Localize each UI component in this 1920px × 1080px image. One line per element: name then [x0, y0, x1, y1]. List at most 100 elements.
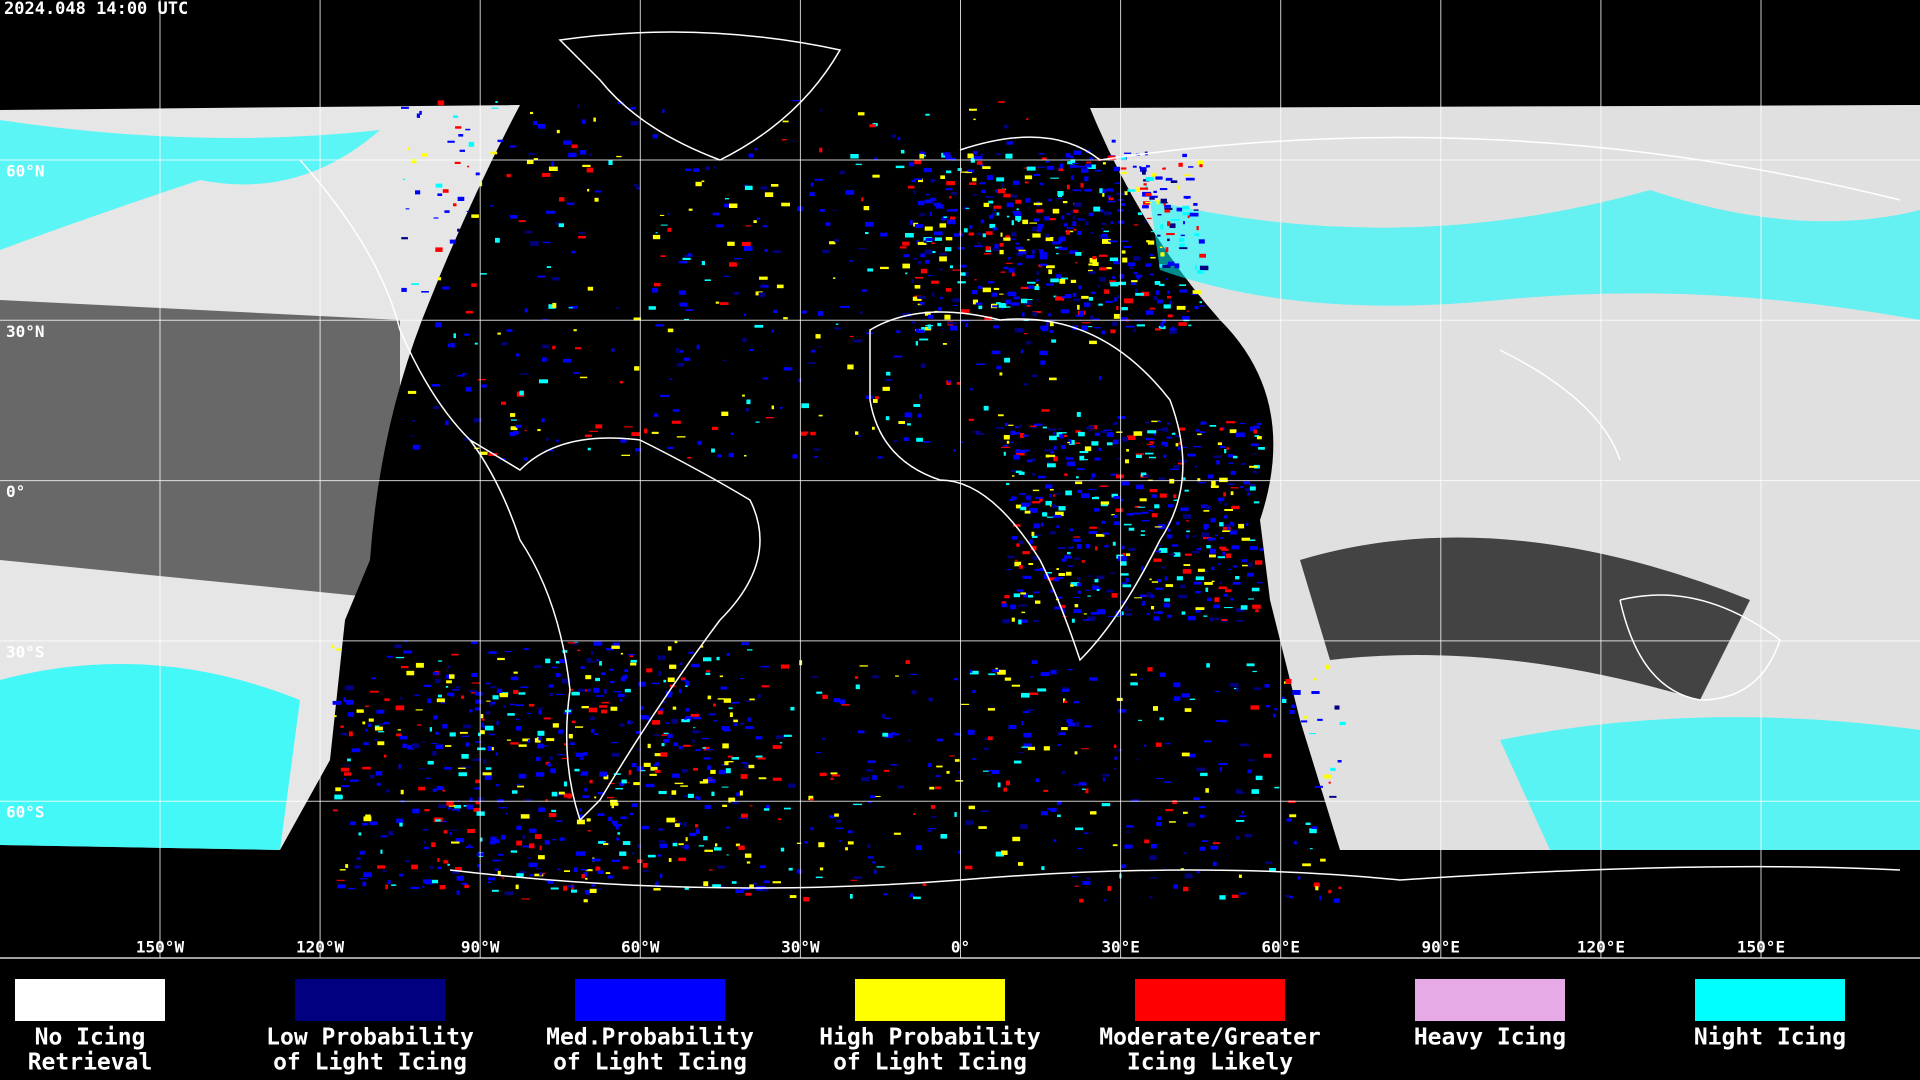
speckle — [998, 189, 1006, 194]
speckle — [913, 258, 917, 260]
speckle — [538, 709, 542, 715]
speckle — [487, 746, 492, 751]
speckle — [1109, 240, 1118, 243]
speckle — [1089, 478, 1094, 481]
speckle — [814, 178, 824, 181]
speckle — [920, 253, 926, 258]
speckle — [1173, 494, 1177, 499]
speckle — [1111, 593, 1118, 598]
speckle — [1119, 167, 1127, 170]
speckle — [1113, 768, 1117, 770]
speckle — [1146, 443, 1153, 445]
speckle — [992, 305, 998, 308]
legend-label: Icing Likely — [1127, 1050, 1293, 1076]
speckle — [1246, 523, 1249, 526]
speckle — [1119, 499, 1124, 502]
speckle — [1236, 789, 1243, 794]
speckle — [611, 803, 614, 809]
speckle — [938, 252, 948, 256]
speckle — [561, 757, 569, 760]
speckle — [652, 287, 659, 293]
speckle — [1196, 767, 1205, 772]
speckle — [346, 699, 354, 705]
speckle — [1089, 257, 1097, 263]
speckle — [885, 379, 893, 381]
speckle — [365, 728, 368, 732]
speckle — [454, 161, 461, 164]
speckle — [1053, 456, 1058, 462]
speckle — [1171, 326, 1175, 331]
speckle — [1172, 432, 1176, 435]
speckle — [1179, 284, 1186, 286]
speckle — [1027, 239, 1030, 241]
speckle — [401, 237, 408, 240]
speckle — [1199, 265, 1209, 271]
speckle — [1073, 536, 1080, 538]
speckle — [765, 417, 774, 419]
speckle — [1317, 718, 1323, 721]
speckle — [714, 847, 722, 851]
speckle — [1110, 221, 1113, 225]
speckle — [783, 317, 788, 320]
speckle — [932, 179, 936, 182]
speckle — [586, 657, 592, 663]
speckle — [405, 860, 411, 862]
speckle — [1090, 811, 1097, 815]
speckle — [539, 845, 542, 850]
speckle — [993, 209, 996, 212]
speckle — [518, 773, 527, 779]
speckle — [1081, 493, 1090, 499]
speckle — [947, 380, 951, 383]
speckle — [1157, 234, 1161, 237]
speckle — [1219, 427, 1224, 431]
speckle — [490, 686, 497, 689]
speckle — [1038, 153, 1045, 155]
speckle — [518, 692, 526, 695]
speckle — [597, 813, 605, 816]
speckle — [812, 676, 818, 678]
speckle — [1150, 256, 1156, 259]
speckle — [482, 772, 492, 776]
speckle — [604, 688, 607, 694]
lon-label: 60°E — [1261, 938, 1300, 957]
speckle — [683, 357, 691, 361]
speckle — [780, 847, 785, 852]
speckle — [1046, 321, 1049, 327]
speckle — [935, 775, 941, 777]
speckle — [534, 738, 541, 743]
speckle — [1205, 587, 1209, 592]
speckle — [1167, 521, 1170, 525]
speckle — [659, 843, 668, 849]
speckle — [485, 725, 494, 731]
speckle — [404, 641, 408, 643]
speckle — [644, 428, 648, 434]
speckle — [1236, 608, 1245, 612]
speckle — [1133, 328, 1136, 333]
speckle — [704, 279, 711, 281]
speckle — [1033, 218, 1040, 222]
speckle — [922, 883, 927, 886]
speckle — [956, 382, 961, 385]
speckle — [1165, 278, 1168, 280]
speckle — [1047, 463, 1056, 468]
speckle — [1116, 697, 1123, 701]
speckle — [1223, 593, 1229, 597]
speckle — [442, 789, 446, 792]
speckle — [558, 223, 564, 228]
speckle — [475, 801, 480, 805]
speckle — [610, 706, 618, 711]
speckle — [1127, 262, 1136, 267]
speckle — [407, 390, 417, 394]
speckle — [946, 770, 950, 774]
speckle — [1057, 547, 1066, 549]
speckle — [589, 779, 593, 784]
speckle — [622, 440, 627, 442]
speckle — [407, 147, 410, 151]
lon-label: 150°E — [1737, 938, 1785, 957]
speckle — [749, 349, 754, 352]
speckle — [412, 444, 421, 450]
speckle — [657, 710, 663, 715]
speckle — [1088, 297, 1093, 301]
speckle — [571, 250, 576, 254]
speckle — [1093, 206, 1101, 212]
